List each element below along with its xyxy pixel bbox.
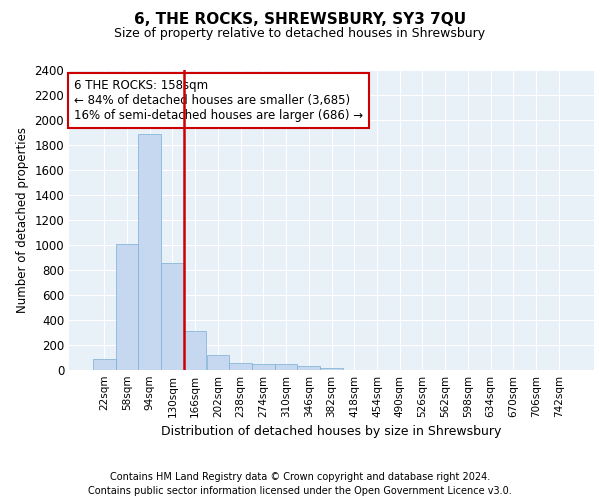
Bar [206, 355, 229, 370]
Text: Contains public sector information licensed under the Open Government Licence v3: Contains public sector information licen… [88, 486, 512, 496]
Text: Size of property relative to detached houses in Shrewsbury: Size of property relative to detached ho… [115, 28, 485, 40]
Text: 6, THE ROCKS, SHREWSBURY, SY3 7QU: 6, THE ROCKS, SHREWSBURY, SY3 7QU [134, 12, 466, 28]
Bar [161, 263, 184, 370]
Bar [320, 368, 343, 370]
Bar [139, 134, 161, 370]
Bar [229, 362, 252, 370]
Bar [275, 364, 298, 370]
Bar [116, 244, 139, 370]
X-axis label: Distribution of detached houses by size in Shrewsbury: Distribution of detached houses by size … [161, 426, 502, 438]
Bar [298, 366, 320, 370]
Bar [184, 330, 206, 370]
Bar [252, 364, 275, 370]
Text: 6 THE ROCKS: 158sqm
← 84% of detached houses are smaller (3,685)
16% of semi-det: 6 THE ROCKS: 158sqm ← 84% of detached ho… [74, 79, 364, 122]
Y-axis label: Number of detached properties: Number of detached properties [16, 127, 29, 313]
Bar [93, 359, 116, 370]
Text: Contains HM Land Registry data © Crown copyright and database right 2024.: Contains HM Land Registry data © Crown c… [110, 472, 490, 482]
